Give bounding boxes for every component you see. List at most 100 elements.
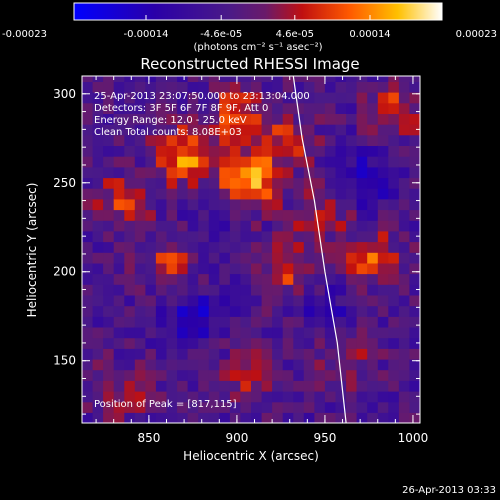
heatmap-cell bbox=[82, 252, 94, 264]
heatmap-cell bbox=[187, 305, 199, 317]
heatmap-cell bbox=[314, 337, 326, 349]
heatmap-cell bbox=[335, 412, 347, 423]
heatmap-cell bbox=[187, 209, 199, 221]
axes: 850 900 950 1000 150 200 250 300 bbox=[53, 75, 428, 445]
heatmap-cell bbox=[261, 391, 273, 403]
heatmap-cell bbox=[124, 92, 136, 104]
heatmap-cell bbox=[398, 412, 411, 423]
heatmap-cell bbox=[229, 294, 242, 307]
heatmap-cell bbox=[229, 401, 242, 413]
y-tick-label: 250 bbox=[53, 176, 76, 190]
heatmap-cell bbox=[208, 198, 220, 211]
heatmap-cell bbox=[303, 348, 315, 360]
heatmap-cell bbox=[261, 76, 273, 82]
heatmap-cell bbox=[346, 241, 358, 253]
heatmap-cell bbox=[166, 316, 178, 328]
heatmap-cell bbox=[124, 102, 136, 114]
colorbar bbox=[74, 3, 442, 20]
heatmap-cell bbox=[293, 316, 305, 328]
heatmap-cell bbox=[261, 198, 273, 211]
heatmap-cell bbox=[82, 113, 94, 125]
heatmap-cell bbox=[198, 316, 210, 328]
heatmap-cell bbox=[134, 380, 146, 392]
heatmap-cell bbox=[92, 284, 104, 296]
heatmap-cell bbox=[367, 252, 379, 264]
heatmap-cell bbox=[208, 81, 220, 93]
heatmap-cell bbox=[103, 241, 115, 253]
heatmap-cell bbox=[335, 380, 347, 392]
heatmap-cell bbox=[314, 156, 326, 168]
heatmap-cell bbox=[177, 252, 189, 264]
heatmap-cell bbox=[166, 92, 178, 104]
heatmap-cell bbox=[145, 252, 157, 264]
heatmap-cell bbox=[303, 358, 315, 371]
heatmap-cell bbox=[282, 198, 294, 211]
heatmap-cell bbox=[198, 348, 210, 360]
heatmap-cell bbox=[103, 326, 115, 339]
heatmap-cell bbox=[145, 348, 157, 360]
heatmap-cell bbox=[398, 348, 411, 360]
heatmap-cell bbox=[388, 81, 400, 93]
heatmap-cell bbox=[388, 241, 400, 253]
heatmap-cell bbox=[377, 401, 389, 413]
heatmap-cell bbox=[303, 76, 315, 82]
heatmap-cell bbox=[293, 391, 305, 403]
heatmap-cell bbox=[388, 124, 400, 136]
heatmap-cell bbox=[155, 230, 168, 243]
heatmap-cell bbox=[134, 241, 146, 253]
heatmap-cell bbox=[145, 391, 157, 403]
heatmap-cell bbox=[272, 284, 284, 296]
heatmap-cell bbox=[303, 134, 315, 146]
heatmap-cell bbox=[261, 273, 273, 285]
heatmap-cell bbox=[208, 113, 220, 125]
heatmap-cell bbox=[92, 102, 104, 114]
heatmap-cell bbox=[398, 156, 411, 168]
heatmap-cell bbox=[92, 316, 104, 328]
heatmap-cell bbox=[409, 230, 420, 243]
heatmap-cell bbox=[282, 177, 294, 189]
heatmap-cell bbox=[388, 230, 400, 243]
heatmap-cell bbox=[103, 316, 115, 328]
heatmap-cell bbox=[198, 305, 210, 317]
heatmap-cell bbox=[303, 230, 315, 243]
heatmap-cell bbox=[240, 102, 252, 114]
heatmap-cell bbox=[272, 198, 284, 211]
heatmap-cell bbox=[219, 241, 231, 253]
heatmap-cell bbox=[92, 209, 104, 221]
heatmap-cell bbox=[145, 284, 157, 296]
heatmap-cell bbox=[293, 177, 305, 189]
heatmap-cell bbox=[282, 326, 294, 339]
heatmap-cell bbox=[240, 134, 252, 146]
heatmap-cell bbox=[145, 316, 157, 328]
heatmap-cell bbox=[229, 124, 242, 136]
heatmap-cell bbox=[251, 348, 263, 360]
heatmap-cell bbox=[219, 391, 231, 403]
heatmap-cell bbox=[177, 358, 189, 371]
heatmap-cell bbox=[103, 81, 115, 93]
heatmap-cell bbox=[314, 113, 326, 125]
heatmap-cell bbox=[409, 124, 420, 136]
heatmap-cell bbox=[293, 252, 305, 264]
heatmap-cell bbox=[356, 102, 368, 114]
heatmap-cell bbox=[240, 316, 252, 328]
heatmap-cell bbox=[187, 188, 199, 200]
heatmap-cell bbox=[82, 156, 94, 168]
heatmap-cell bbox=[198, 145, 210, 157]
heatmap-cell bbox=[145, 81, 157, 93]
heatmap-cell bbox=[103, 262, 115, 275]
heatmap-cell bbox=[367, 113, 379, 125]
heatmap-cell bbox=[92, 369, 104, 381]
heatmap-cell bbox=[177, 337, 189, 349]
heatmap-cell bbox=[166, 124, 178, 136]
heatmap-cell bbox=[198, 134, 210, 146]
heatmap-cell bbox=[398, 252, 411, 264]
heatmap-cell bbox=[240, 76, 252, 82]
heatmap-cell bbox=[409, 316, 420, 328]
heatmap-cell bbox=[346, 337, 358, 349]
heatmap-cell bbox=[177, 220, 189, 232]
heatmap-cell bbox=[177, 124, 189, 136]
heatmap-cell bbox=[145, 177, 157, 189]
heatmap-cell bbox=[145, 209, 157, 221]
heatmap-cell bbox=[346, 81, 358, 93]
heatmap-cell bbox=[113, 391, 125, 403]
